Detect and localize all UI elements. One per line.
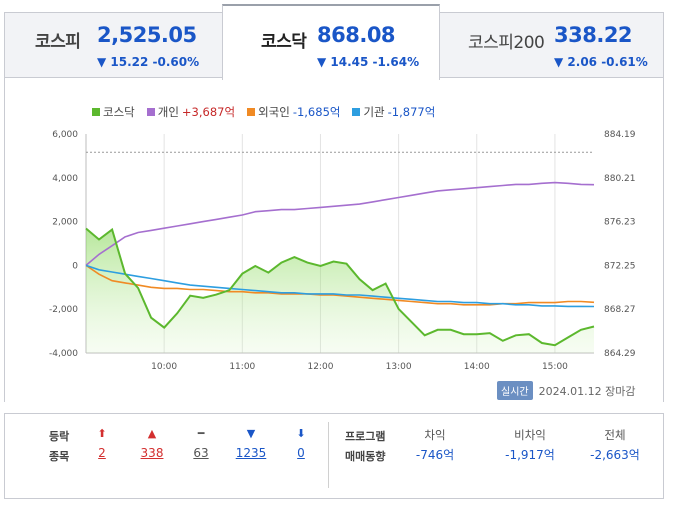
total-header: 전체 — [604, 428, 626, 442]
legend-label: 기관 — [363, 105, 385, 119]
total-value: -2,663억 — [590, 448, 640, 462]
legend-institution[interactable]: 기관 -1,877억 — [352, 104, 435, 120]
right-tick-label: 864.29 — [604, 349, 636, 359]
advance-decline-title-1: 등락 — [49, 430, 70, 443]
left-tick-label: 4,000 — [52, 174, 78, 184]
left-tick-label: 2,000 — [52, 218, 78, 228]
non-arbitrage-header: 비차익 — [514, 428, 546, 442]
program-title-1: 프로그램 — [345, 430, 386, 443]
tab-kosdaq-name: 코스닥 — [261, 32, 307, 52]
tab-kospi200-change: ▼ 2.06 -0.61% — [554, 55, 648, 69]
legend-swatch — [146, 108, 155, 116]
left-tick-label: 6,000 — [52, 130, 78, 140]
legend-value: +3,687억 — [181, 105, 236, 119]
index-tabs: 코스피 2,525.05 ▼ 15.22 -0.60% 코스닥 868.08 ▼… — [4, 4, 664, 80]
program-title-2: 매매동향 — [345, 450, 386, 463]
tab-kosdaq-value: 868.08 — [317, 23, 396, 47]
tab-kospi-change: ▼ 15.22 -0.60% — [97, 55, 200, 69]
non-arbitrage-value: -1,917억 — [505, 448, 555, 462]
tab-kospi[interactable]: 코스피 2,525.05 ▼ 15.22 -0.60% — [4, 12, 223, 78]
fall-count[interactable]: 1235 — [235, 446, 267, 460]
stats-divider — [328, 422, 329, 488]
market-close-date: 2024.01.12 장마감 — [538, 384, 636, 398]
x-tick-label: 14:00 — [464, 362, 490, 370]
advance-decline-title-2: 종목 — [49, 450, 70, 463]
right-tick-label: 884.19 — [604, 130, 636, 140]
chart-footer: 실시간 2024.01.12 장마감 — [497, 381, 635, 400]
x-tick-label: 13:00 — [386, 362, 412, 370]
legend-swatch — [247, 108, 256, 116]
legend-swatch — [352, 108, 361, 116]
x-tick-label: 11:00 — [229, 362, 255, 370]
legend-value: -1,877억 — [387, 105, 436, 119]
legend-kosdaq[interactable]: 코스닥 — [92, 104, 135, 120]
kosdaq-area — [86, 228, 594, 353]
tab-kospi200-value: 338.22 — [554, 23, 633, 47]
tab-kospi-name: 코스피 — [35, 32, 81, 52]
legend-value: -1,685억 — [292, 105, 341, 119]
arbitrage-header: 차익 — [424, 428, 446, 442]
right-tick-label: 876.23 — [604, 218, 636, 228]
legend-label: 코스닥 — [103, 105, 135, 119]
left-tick-label: -2,000 — [49, 305, 78, 315]
x-tick-label: 10:00 — [151, 362, 177, 370]
legend-individual[interactable]: 개인 +3,687억 — [146, 104, 236, 120]
rise-count[interactable]: 338 — [140, 446, 164, 460]
left-tick-label: -4,000 — [49, 349, 78, 359]
series-line-kosdaq — [85, 227, 595, 347]
tab-kosdaq-change: ▼ 14.45 -1.64% — [317, 55, 420, 69]
tab-kospi-value: 2,525.05 — [97, 23, 197, 47]
rise-icon: ▲ — [147, 427, 157, 440]
unchanged-count[interactable]: 63 — [193, 446, 209, 460]
realtime-badge[interactable]: 실시간 — [497, 381, 533, 400]
tab-kosdaq[interactable]: 코스닥 868.08 ▼ 14.45 -1.64% — [222, 4, 440, 80]
fall-icon: ▼ — [246, 427, 256, 440]
right-tick-label: 880.21 — [604, 174, 636, 184]
lower-limit-icon: ⬇ — [296, 427, 306, 440]
right-tick-label: 872.25 — [604, 261, 636, 271]
chart-legend: 코스닥 개인 +3,687억 외국인 -1,685억 기관 -1,877억 — [92, 104, 435, 120]
lower-limit-count[interactable]: 0 — [297, 446, 305, 460]
upper-limit-count[interactable]: 2 — [98, 446, 106, 460]
arbitrage-value: -746억 — [415, 448, 455, 462]
series-line-individual — [85, 181, 595, 267]
chart-panel — [4, 77, 664, 402]
x-tick-label: 15:00 — [542, 362, 568, 370]
series-line-institution — [85, 264, 595, 308]
upper-limit-icon: ⬆ — [97, 427, 107, 440]
legend-label: 외국인 — [258, 105, 290, 119]
left-tick-label: 0 — [72, 261, 78, 271]
tab-kospi200[interactable]: 코스피200 338.22 ▼ 2.06 -0.61% — [439, 12, 664, 78]
tab-kospi200-name: 코스피200 — [468, 33, 545, 53]
legend-foreign[interactable]: 외국인 -1,685억 — [247, 104, 340, 120]
investor-chart: 10:00 11:00 12:00 13:00 14:00 15:00 6,000 4,000… — [49, 130, 636, 370]
unchanged-icon: ━ — [197, 427, 205, 440]
legend-label: 개인 — [157, 105, 179, 119]
x-tick-label: 12:00 — [307, 362, 333, 370]
market-stats: 등락 종목 ⬆ ▲ ━ ▼ ⬇ 2 338 63 1235 0 프로그램 매매동… — [4, 413, 664, 499]
right-tick-label: 868.27 — [604, 305, 636, 315]
legend-swatch — [92, 108, 100, 116]
